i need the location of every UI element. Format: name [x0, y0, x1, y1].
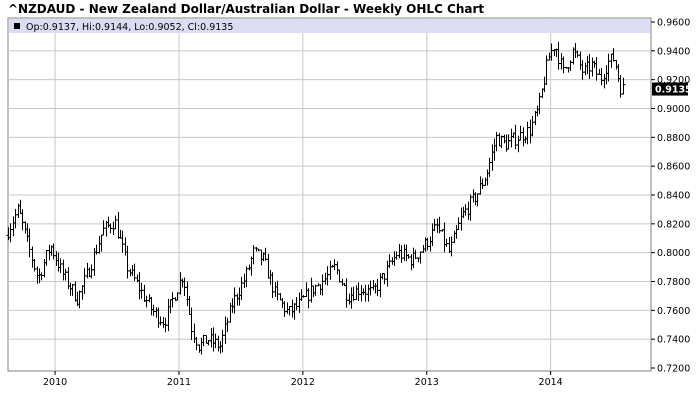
y-tick-label: 0.8400 — [657, 191, 690, 202]
y-tick-label: 0.7400 — [657, 335, 690, 346]
y-axis: 0.9600 0.9400 0.9200 0.9000 0.8800 0.8600 0.84… — [651, 18, 690, 375]
x-tick-label: 2013 — [415, 377, 439, 388]
y-tick-label: 0.7200 — [657, 364, 690, 375]
last-price-marker — [652, 82, 688, 96]
ohlc-info-text: Op:0.9137, Hi:0.9144, Lo:0.9052, Cl:0.91… — [26, 22, 233, 33]
y-tick-label: 0.9200 — [657, 75, 690, 86]
x-tick-label: 2011 — [167, 377, 191, 388]
last-price-label: 0.9135 — [655, 85, 692, 96]
chart-title: ^NZDAUD - New Zealand Dollar/Australian … — [8, 2, 485, 16]
y-tick-label: 0.8000 — [657, 248, 690, 259]
y-tick-label: 0.8600 — [657, 162, 690, 173]
price-bars — [6, 41, 626, 355]
grid-lines — [8, 18, 651, 371]
y-tick-label: 0.8800 — [657, 133, 690, 144]
info-bar — [9, 19, 650, 33]
y-tick-label: 0.9000 — [657, 104, 690, 115]
x-tick-label: 2010 — [43, 377, 67, 388]
x-tick-label: 2014 — [539, 377, 563, 388]
y-tick-label: 0.7800 — [657, 277, 690, 288]
y-tick-label: 0.8200 — [657, 219, 690, 230]
y-tick-label: 0.7600 — [657, 306, 690, 317]
x-axis: 2010 2011 2012 2013 2014 — [43, 371, 563, 388]
y-tick-label: 0.9600 — [657, 18, 690, 29]
x-tick-label: 2012 — [291, 377, 315, 388]
info-marker — [14, 23, 20, 29]
y-tick-label: 0.9400 — [657, 46, 690, 57]
